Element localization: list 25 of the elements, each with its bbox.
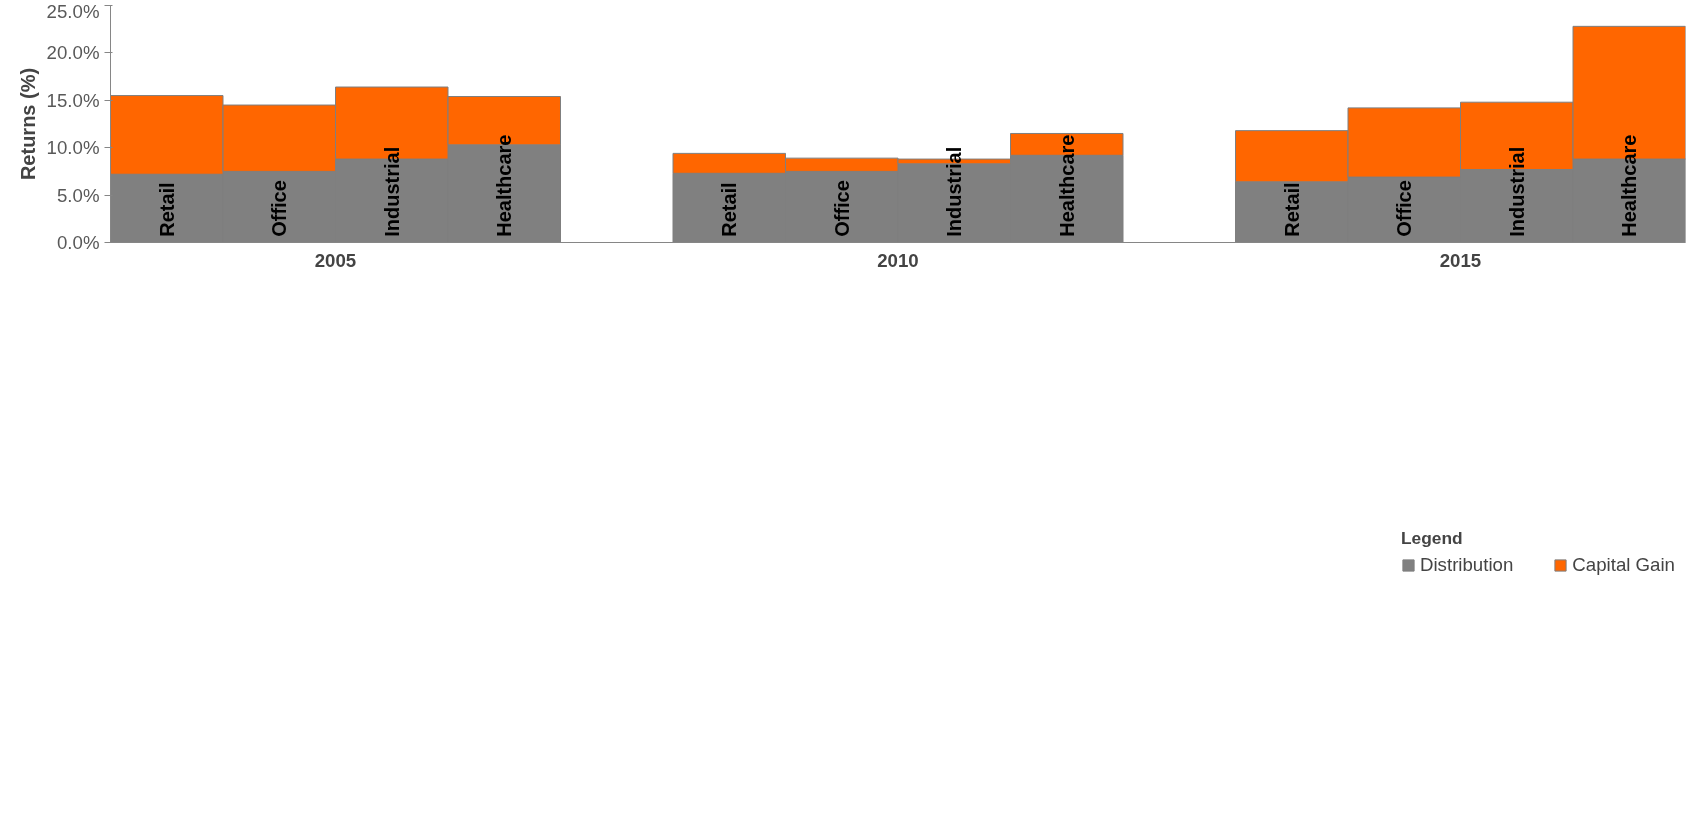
y-tick-label: 20.0% [46, 42, 100, 64]
x-tick-label: Healthcare [493, 134, 516, 237]
x-tick-label: Retail [155, 182, 178, 237]
x-tick-label: Industrial [943, 146, 966, 237]
y-tick-label: 15.0% [46, 89, 100, 111]
x-tick-label: Industrial [1505, 146, 1528, 237]
x-tick-label: Retail [1280, 182, 1303, 237]
y-tick-label: 25.0% [46, 0, 100, 22]
legend-title: Legend [1401, 528, 1464, 549]
legend-label: Capital Gain [1572, 554, 1675, 576]
x-tick-label: Office [1393, 180, 1416, 237]
legend-label: Distribution [1420, 554, 1514, 576]
x-tick-label: Healthcare [1055, 134, 1078, 237]
x-tick-label: Office [830, 180, 853, 237]
text: 2015 [1439, 249, 1482, 271]
y-tick-label: 10.0% [46, 137, 100, 159]
x-tick-label: Industrial [380, 146, 403, 237]
x-tick-label: Healthcare [1618, 134, 1641, 237]
y-tick-label: 5.0% [56, 184, 100, 206]
y-tick-label: 0.0% [56, 232, 100, 253]
x-tick-label: Office [268, 180, 291, 237]
text: 2005 [314, 249, 357, 271]
text: 2010 [877, 249, 919, 271]
x-tick-label: Retail [718, 182, 741, 237]
y-axis-title: Returns (%) [16, 67, 39, 181]
